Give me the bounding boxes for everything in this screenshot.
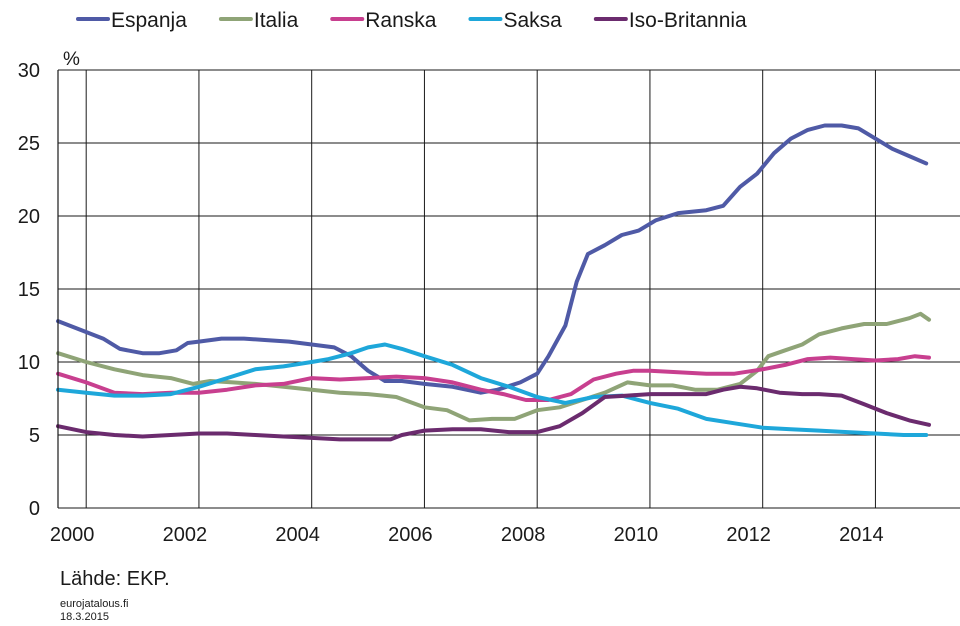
site-name: eurojatalous.fi [60, 598, 129, 610]
y-tick-label: 10 [18, 352, 40, 374]
series-line-saksa [56, 342, 929, 437]
chart-axes: 0 5 10 15 20 25 30 2000 2002 2004 2006 2008 2010 2012… [18, 49, 884, 546]
source-note: Lähde: EKP. [60, 568, 170, 590]
x-tick-label: 2014 [839, 524, 884, 546]
x-tick-label: 2006 [388, 524, 433, 546]
y-tick-label: 25 [18, 133, 40, 155]
y-axis-unit: % [63, 49, 80, 70]
legend-label-iso-britannia: Iso-Britannia [629, 9, 747, 32]
x-tick-label: 2000 [50, 524, 95, 546]
y-tick-label: 20 [18, 206, 40, 228]
legend-label-espanja: Espanja [111, 9, 187, 32]
legend-label-ranska: Ranska [365, 9, 437, 32]
y-tick-label: 15 [18, 279, 40, 301]
y-tick-label: 30 [18, 60, 40, 82]
x-tick-label: 2012 [726, 524, 771, 546]
legend-label-saksa: Saksa [503, 9, 562, 32]
x-tick-label: 2004 [275, 524, 320, 546]
x-tick-label: 2002 [163, 524, 208, 546]
line-chart: Espanja Italia Ranska Saksa Iso-Britannia 0 5… [18, 9, 960, 546]
publication-date: 18.3.2015 [60, 611, 109, 623]
series-line-italia [56, 311, 931, 423]
series-line-iso-britannia [56, 384, 931, 442]
chart-series [56, 123, 931, 442]
series-line-espanja [56, 123, 929, 395]
x-tick-label: 2010 [614, 524, 659, 546]
legend-label-italia: Italia [254, 9, 299, 32]
chart-grid [58, 69, 960, 509]
chart-legend: Espanja Italia Ranska Saksa Iso-Britannia [76, 9, 747, 32]
y-tick-label: 5 [29, 425, 40, 447]
x-tick-label: 2008 [501, 524, 546, 546]
series-line-ranska [56, 354, 931, 402]
y-tick-label: 0 [29, 498, 40, 520]
